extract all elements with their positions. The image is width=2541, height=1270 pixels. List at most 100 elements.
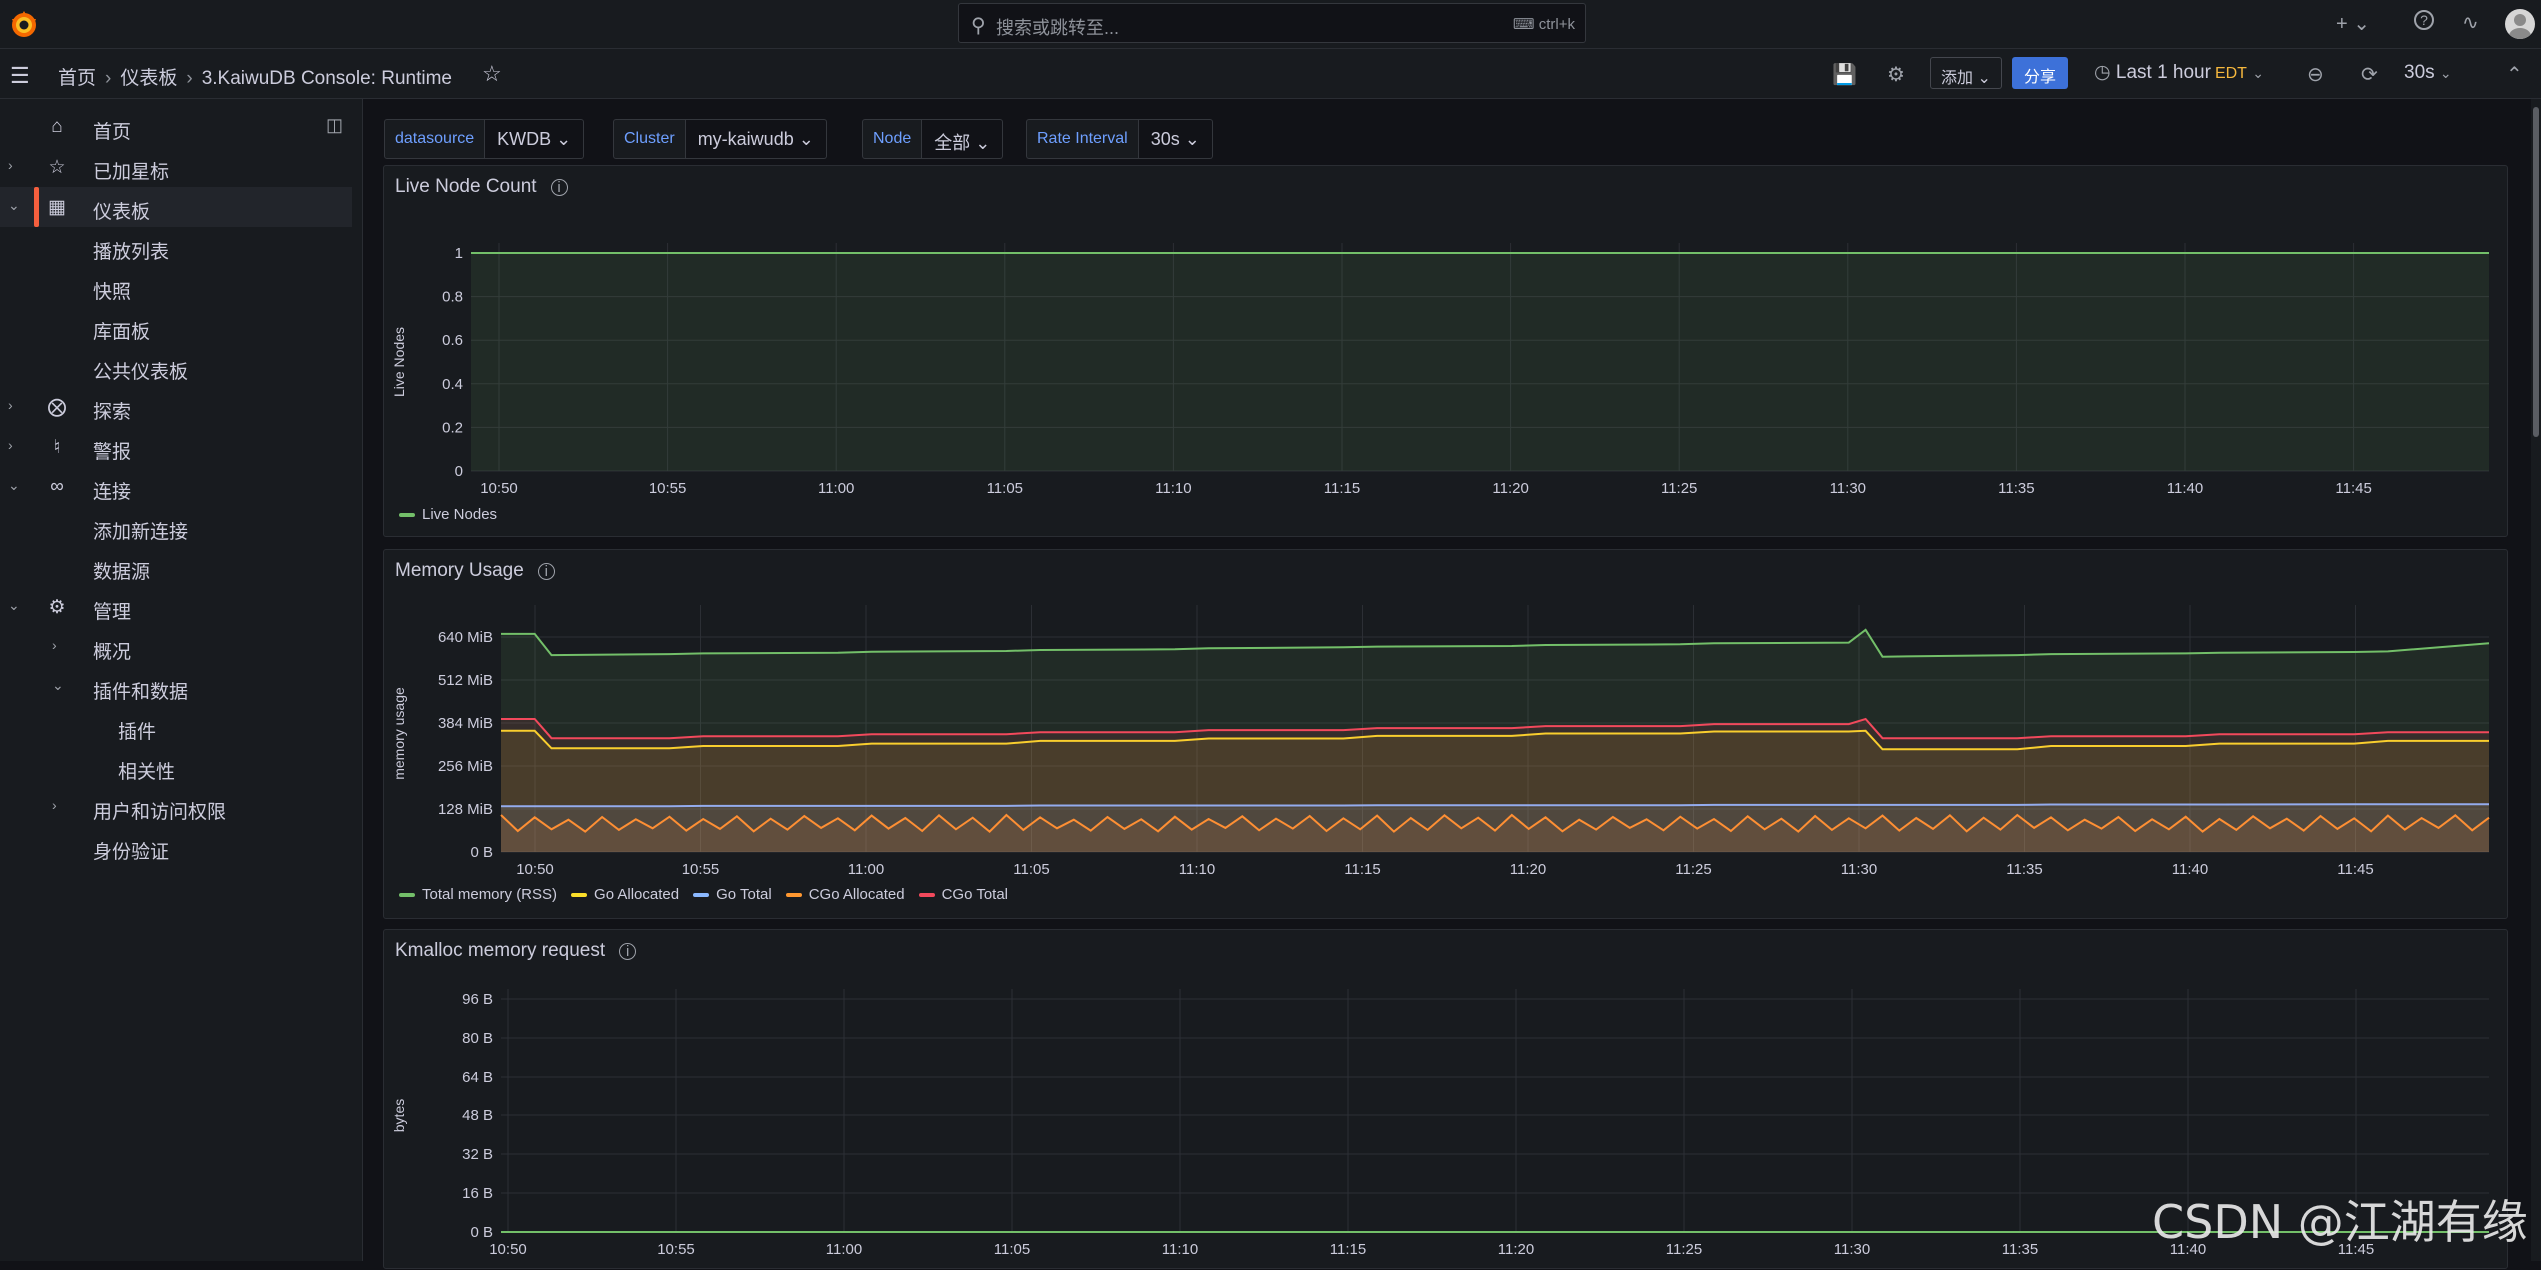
save-icon[interactable]: 💾 xyxy=(1832,64,1857,86)
legend-item[interactable]: Go Total xyxy=(693,886,772,903)
refresh-icon[interactable]: ⟳ xyxy=(2361,64,2378,86)
x-tick-label: 11:00 xyxy=(826,1241,862,1258)
sidebar-item-add-new-connection[interactable]: 添加新连接 xyxy=(93,522,189,543)
legend-swatch xyxy=(571,893,588,898)
sidebar-item-plugins[interactable]: 插件 xyxy=(118,722,157,743)
info-icon[interactable]: i xyxy=(550,179,568,196)
sidebar-item-starred[interactable]: › ☆ 已加星标 xyxy=(8,157,170,183)
x-tick-label: 11:15 xyxy=(1330,1241,1366,1258)
chevron-right-icon[interactable]: › xyxy=(8,397,13,413)
panel-live-node-count[interactable]: 0 0.2 0.4 0.6 0.8 1 10:50 10:55 11:00 11:05 11:10 1… xyxy=(383,165,2508,537)
sidebar-item-connections[interactable]: ⌄ ∞ 连接 xyxy=(8,476,132,503)
y-tick-label: 0 B xyxy=(470,1224,493,1241)
x-tick-label: 11:45 xyxy=(2338,1241,2374,1258)
variable-select[interactable]: my-kaiwudb ⌄ xyxy=(685,119,827,159)
compass-icon: ⨂ xyxy=(47,397,67,418)
sidebar-item-dashboards[interactable]: ⌄ ▦ 仪表板 xyxy=(0,187,352,227)
sidebar-item-explore[interactable]: › ⨂ 探索 xyxy=(8,397,132,423)
dock-menu-icon[interactable]: ◫ xyxy=(326,115,344,135)
chart-legend: Total memory (RSS) Go Allocated Go Total CG… xyxy=(399,886,1022,903)
sidebar-item-plugins-and-data[interactable]: ⌄ 插件和数据 xyxy=(52,677,189,703)
scrollbar[interactable] xyxy=(2531,99,2541,1261)
help-icon[interactable]: ? xyxy=(2414,10,2434,30)
sidebar-item-playlists[interactable]: 播放列表 xyxy=(93,242,170,263)
sidebar: ◫ ⌂ 首页 › ☆ 已加星标 ⌄ ▦ 仪表板 播放列表 快照 库面板 公共仪表板 › ⨂ 探… xyxy=(0,99,363,1261)
panel-title: Live Node Count i xyxy=(395,176,568,198)
legend-item[interactable]: Live Nodes xyxy=(399,506,497,523)
y-tick-label: 0.4 xyxy=(442,376,463,393)
panel-kmalloc-memory-request[interactable]: 0 B 16 B 32 B 48 B 64 B 80 B 96 B 10:50 10:55 11:… xyxy=(383,929,2508,1269)
menu-icon[interactable]: ☰ xyxy=(10,63,30,88)
sidebar-item-authentication[interactable]: 身份验证 xyxy=(93,842,170,863)
search-input[interactable]: ⚲ 搜索或跳转至... ⌨ ctrl+k xyxy=(958,3,1586,43)
variable-label: Node xyxy=(862,119,923,159)
dashboards-icon: ▦ xyxy=(48,197,66,218)
chevron-right-icon[interactable]: › xyxy=(52,637,57,653)
x-tick-label: 11:30 xyxy=(1830,480,1866,497)
x-tick-label: 11:05 xyxy=(1013,861,1049,878)
x-tick-label: 11:45 xyxy=(2337,861,2373,878)
legend-item[interactable]: Go Allocated xyxy=(571,886,679,903)
chevron-down-icon[interactable]: ⌄ xyxy=(52,677,64,693)
variable-select[interactable]: 全部 ⌄ xyxy=(922,119,1004,159)
legend-swatch xyxy=(785,893,802,898)
breadcrumb-dashboards[interactable]: 仪表板 xyxy=(120,68,178,89)
y-tick-label: 0.8 xyxy=(442,289,463,306)
legend-item[interactable]: CGo Allocated xyxy=(785,886,905,903)
sidebar-item-snapshots[interactable]: 快照 xyxy=(93,282,132,303)
panel-memory-usage[interactable]: 0 B 128 MiB 256 MiB 384 MiB 512 MiB 640 MiB 10… xyxy=(383,549,2508,919)
y-tick-label: 0 B xyxy=(470,844,493,861)
legend-item[interactable]: Total memory (RSS) xyxy=(399,886,557,903)
sidebar-item-library-panels[interactable]: 库面板 xyxy=(93,322,151,343)
info-icon[interactable]: i xyxy=(619,943,637,960)
sidebar-item-administration[interactable]: ⌄ ⚙ 管理 xyxy=(8,597,132,623)
y-tick-label: 640 MiB xyxy=(438,629,493,646)
sidebar-item-users-and-access[interactable]: › 用户和访问权限 xyxy=(52,797,227,823)
variable-datasource: datasource KWDB ⌄ xyxy=(384,119,585,159)
x-tick-label: 11:10 xyxy=(1155,480,1191,497)
sidebar-item-data-sources[interactable]: 数据源 xyxy=(93,562,151,583)
variable-label: Rate Interval xyxy=(1026,119,1139,159)
plus-icon[interactable]: + ⌄ xyxy=(2336,13,2370,35)
grafana-logo-icon[interactable] xyxy=(8,9,40,41)
chevron-down-icon[interactable]: ⌄ xyxy=(8,477,20,493)
breadcrumb-home[interactable]: 首页 xyxy=(58,68,97,89)
share-button[interactable]: 分享 xyxy=(2012,57,2069,89)
kmalloc-chart: 0 B 16 B 32 B 48 B 64 B 80 B 96 B 10:50 10:55 11:… xyxy=(391,989,2489,1258)
y-tick-label: 96 B xyxy=(462,991,493,1008)
gear-icon[interactable]: ⚙ xyxy=(1887,64,1905,86)
zoom-out-icon[interactable]: ⊖ xyxy=(2307,64,2324,86)
sidebar-item-home[interactable]: ⌂ 首页 xyxy=(0,107,352,147)
variable-select[interactable]: KWDB ⌄ xyxy=(485,119,585,159)
collapse-icon[interactable]: ⌃ xyxy=(2506,64,2523,86)
sidebar-item-general[interactable]: › 概况 xyxy=(52,637,132,663)
y-tick-label: 0.6 xyxy=(442,332,463,349)
y-tick-label: 80 B xyxy=(462,1030,493,1047)
rss-icon[interactable]: ∿ xyxy=(2462,12,2479,34)
chevron-down-icon[interactable]: ⌄ xyxy=(8,597,20,613)
add-button[interactable]: 添加 ⌄ xyxy=(1930,57,2002,89)
refresh-interval-picker[interactable]: 30s ⌄ xyxy=(2404,62,2452,83)
y-tick-label: 64 B xyxy=(462,1069,493,1086)
time-range-picker[interactable]: ◷ Last 1 hour EDT ⌄ xyxy=(2094,62,2264,83)
x-tick-label: 11:35 xyxy=(1998,480,2034,497)
legend-swatch xyxy=(693,893,710,898)
legend-item[interactable]: CGo Total xyxy=(918,886,1008,903)
chevron-right-icon[interactable]: › xyxy=(8,157,13,173)
x-tick-label: 11:25 xyxy=(1666,1241,1702,1258)
chevron-right-icon[interactable]: › xyxy=(52,797,57,813)
variable-select[interactable]: 30s ⌄ xyxy=(1138,119,1213,159)
keyboard-shortcut-hint: ⌨ ctrl+k xyxy=(1512,16,1575,33)
sidebar-item-correlations[interactable]: 相关性 xyxy=(118,762,176,783)
x-tick-label: 11:10 xyxy=(1179,861,1215,878)
chevron-right-icon[interactable]: › xyxy=(8,437,13,453)
series-line xyxy=(500,813,2490,833)
star-icon[interactable]: ☆ xyxy=(482,61,502,86)
chevron-down-icon[interactable]: ⌄ xyxy=(8,197,20,213)
sidebar-item-public-dashboards[interactable]: 公共仪表板 xyxy=(93,362,189,383)
x-tick-label: 11:05 xyxy=(994,1241,1030,1258)
sidebar-item-alerting[interactable]: › ♮ 警报 xyxy=(8,437,132,463)
avatar[interactable] xyxy=(2505,9,2535,39)
legend-label: Live Nodes xyxy=(422,506,498,523)
info-icon[interactable]: i xyxy=(537,563,555,580)
